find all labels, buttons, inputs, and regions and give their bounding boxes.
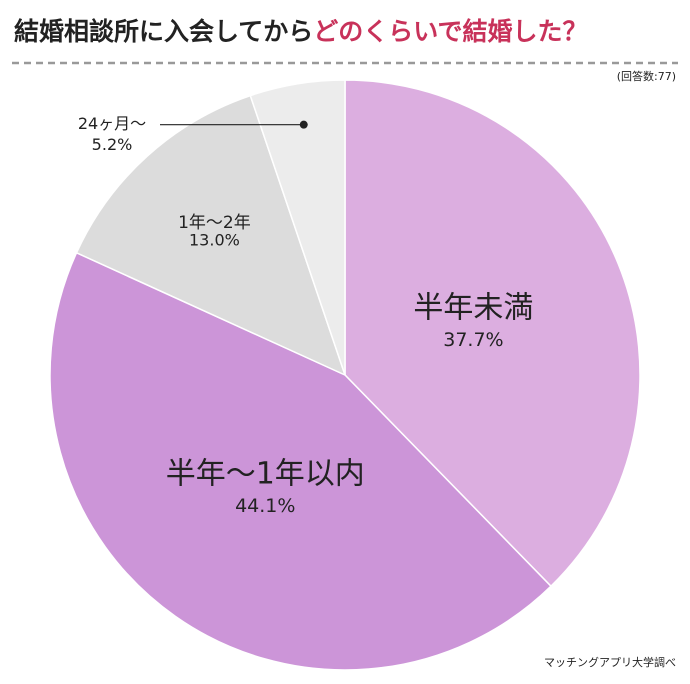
pie-slice <box>249 79 346 376</box>
leader-dot <box>299 120 308 129</box>
value-label: 37.7% <box>443 329 503 351</box>
slice-label: 半年〜1年以内 <box>166 456 365 491</box>
pie-slice <box>344 79 641 588</box>
slice-label: 半年未満 <box>413 291 533 326</box>
value-label: 5.2% <box>92 135 133 154</box>
note: (回答数:77) <box>617 69 676 83</box>
value-label: 13.0% <box>189 230 240 249</box>
value-label: 44.1% <box>235 495 295 517</box>
slice-label: 1年〜2年 <box>178 213 251 233</box>
source: マッチングアプリ大学調べ <box>544 655 676 669</box>
title-main: 結婚相談所に入会してから <box>14 17 313 46</box>
chart-title: 結婚相談所に入会してからどのくらいで結婚した？ <box>14 17 588 46</box>
pie-slice <box>49 251 553 671</box>
title-highlight: どのくらいで結婚した？ <box>313 17 587 46</box>
pie-slice <box>75 94 347 377</box>
slice-label: 24ヶ月〜 <box>78 114 146 133</box>
